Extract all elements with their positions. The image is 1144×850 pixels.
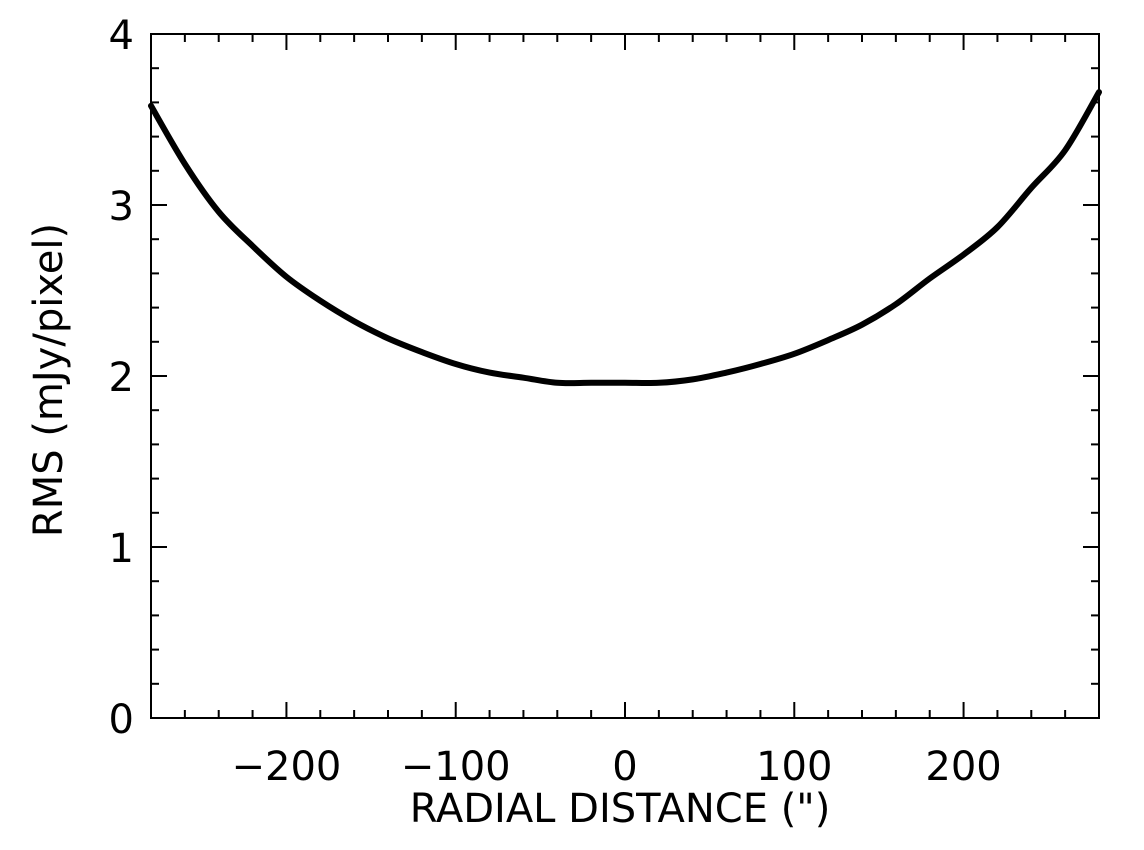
x-tick-label: 200 bbox=[925, 744, 1001, 790]
x-axis-tick-labels: −200 −100 0 100 200 bbox=[231, 744, 1001, 790]
x-axis-title: RADIAL DISTANCE (") bbox=[410, 786, 831, 832]
y-tick-label: 1 bbox=[109, 526, 134, 572]
axis-major-ticks bbox=[151, 33, 1099, 719]
x-tick-label: −100 bbox=[401, 744, 511, 790]
y-tick-label: 3 bbox=[109, 184, 134, 230]
x-tick-label: −200 bbox=[231, 744, 341, 790]
x-tick-label: 0 bbox=[612, 744, 637, 790]
y-axis-tick-labels: 0 1 2 3 4 bbox=[109, 13, 134, 743]
y-tick-label: 0 bbox=[109, 697, 134, 743]
y-axis-title: RMS (mJy/pixel) bbox=[26, 223, 72, 537]
rms-series-line bbox=[148, 89, 1102, 387]
plot-frame bbox=[150, 33, 1100, 719]
y-tick-label: 2 bbox=[109, 355, 134, 401]
x-tick-label: 100 bbox=[756, 744, 832, 790]
y-tick-label: 4 bbox=[109, 13, 134, 59]
axis-minor-ticks bbox=[150, 34, 1100, 718]
